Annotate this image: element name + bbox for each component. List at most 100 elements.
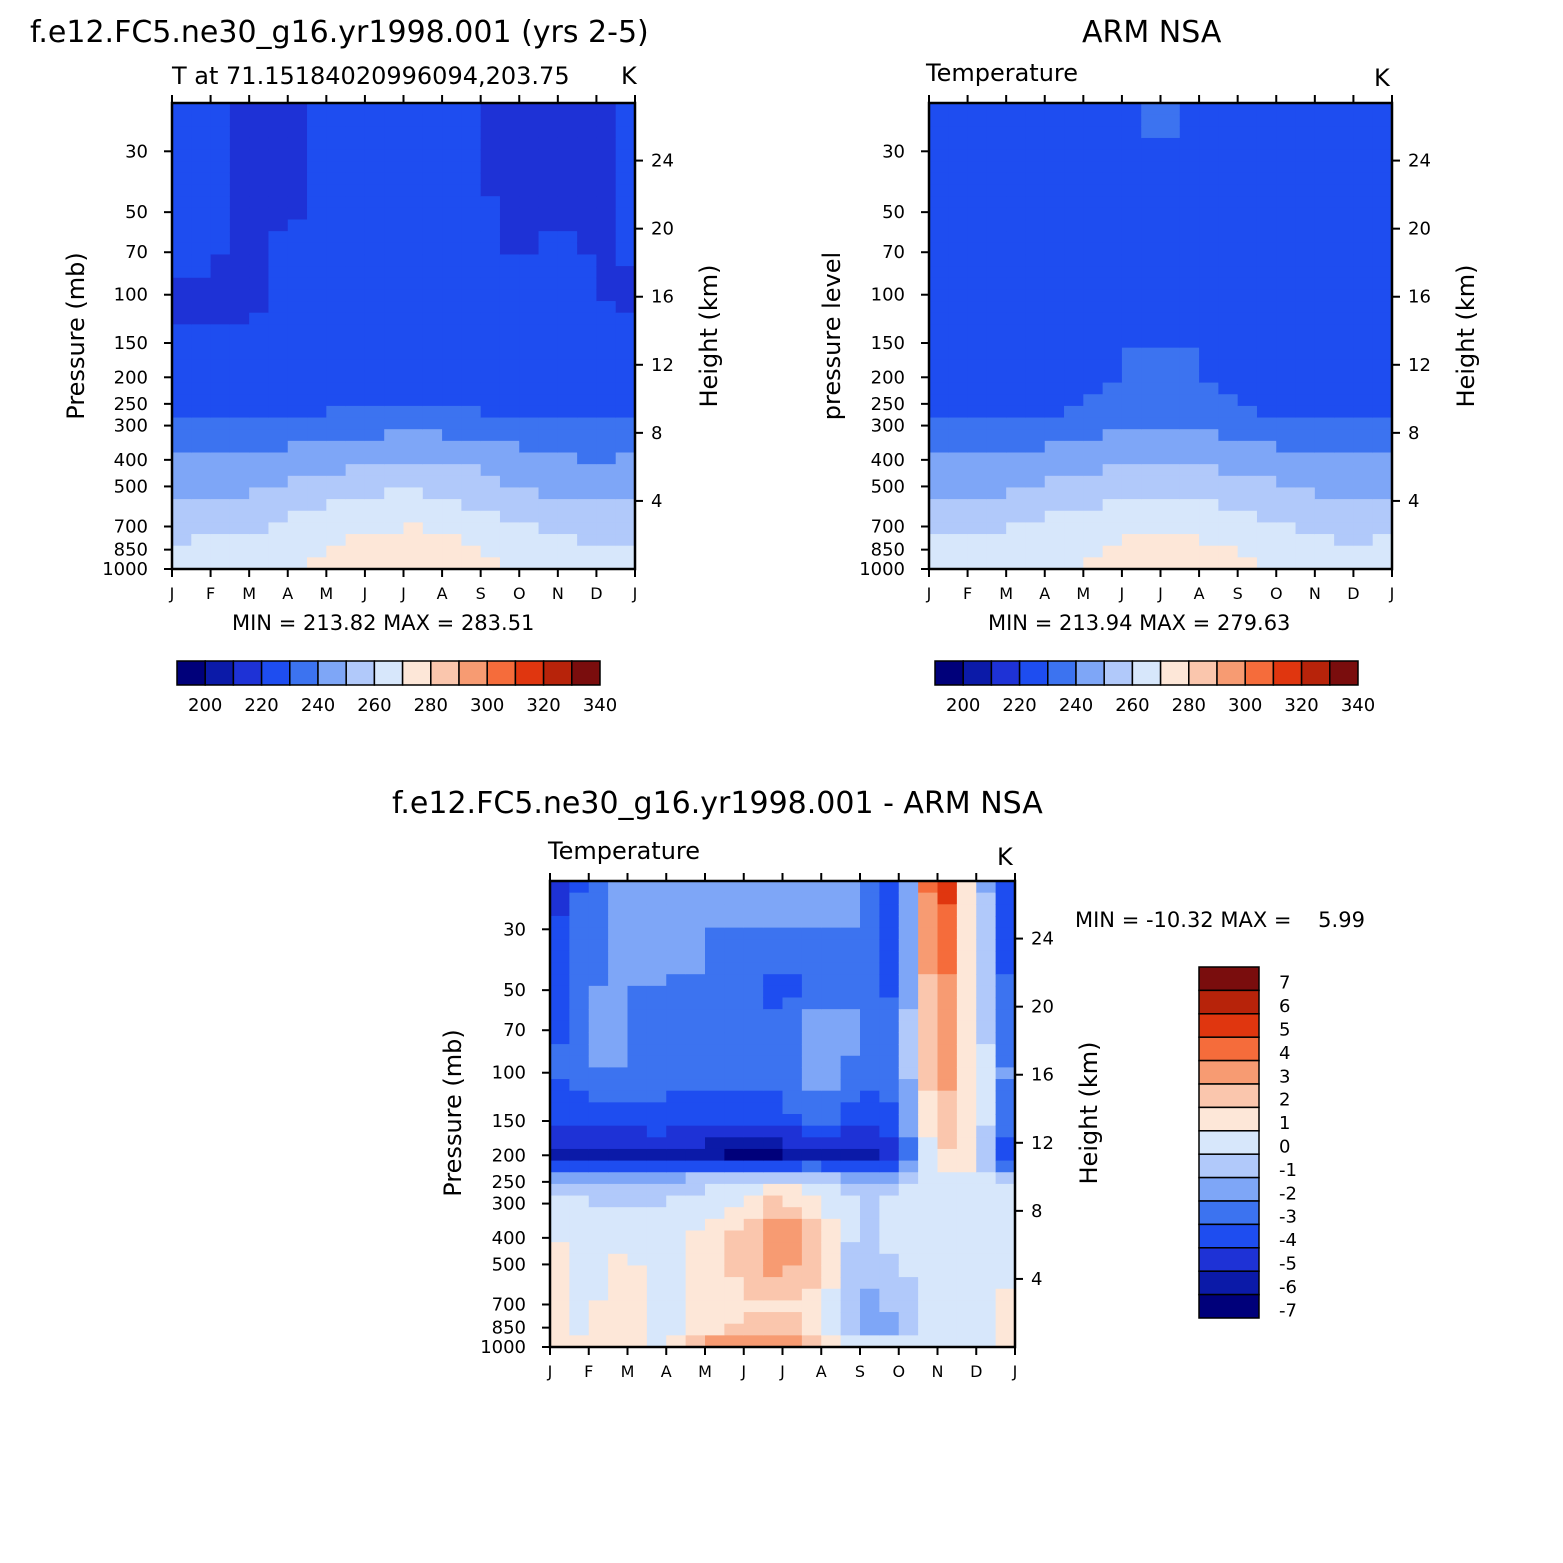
contour-cell — [1102, 149, 1123, 162]
contour-cell — [879, 1300, 900, 1313]
colorbar-label: 320 — [526, 695, 560, 716]
contour-cell — [879, 927, 900, 940]
contour-cell — [1121, 301, 1142, 314]
contour-cell — [821, 1114, 842, 1127]
contour-cell — [705, 1020, 725, 1034]
contour-cell — [782, 1114, 803, 1127]
contour-cell — [577, 487, 598, 500]
contour-cell — [550, 1265, 570, 1278]
contour-cell — [249, 522, 270, 535]
contour-cell — [705, 927, 725, 940]
contour-cell — [422, 405, 443, 419]
contour-cell — [480, 114, 501, 127]
contour-cell — [538, 440, 559, 454]
contour-cell — [929, 137, 949, 151]
contour-cell — [1237, 289, 1258, 302]
contour-cell — [976, 1044, 997, 1057]
contour-cell — [210, 417, 231, 430]
contour-cell — [191, 429, 212, 442]
contour-cell — [1199, 499, 1219, 512]
contour-cell — [1064, 219, 1084, 232]
contour-cell — [384, 137, 405, 151]
contour-cell — [986, 464, 1007, 477]
contour-cell — [1237, 103, 1258, 116]
contour-cell — [229, 534, 250, 547]
contour-cell — [326, 312, 347, 325]
contour-cell — [557, 312, 578, 325]
diff-ylabel: Pressure (mb) — [439, 1029, 467, 1196]
contour-cell — [646, 1079, 667, 1092]
x-tick-label: N — [932, 1362, 944, 1381]
contour-cell — [229, 347, 250, 360]
contour-cell — [1353, 242, 1374, 256]
contour-cell — [557, 417, 578, 430]
contour-cell — [1160, 266, 1181, 279]
contour-cell — [1025, 301, 1046, 314]
contour-cell — [948, 301, 969, 314]
contour-cell — [422, 172, 443, 186]
contour-cell — [1025, 487, 1046, 500]
contour-cell — [442, 405, 462, 419]
contour-cell — [1295, 499, 1316, 512]
contour-cell — [705, 892, 725, 905]
contour-cell — [1237, 394, 1258, 407]
contour-cell — [918, 939, 939, 952]
contour-cell — [577, 207, 598, 221]
contour-cell — [976, 892, 997, 905]
contour-cell — [986, 487, 1007, 500]
contour-cell — [1179, 510, 1200, 523]
contour-cell — [995, 1277, 1015, 1290]
contour-cell — [403, 196, 424, 209]
contour-cell — [1237, 452, 1258, 465]
contour-cell — [646, 1172, 667, 1185]
contour-cell — [550, 1183, 570, 1197]
contour-cell — [1121, 522, 1142, 535]
contour-cell — [1314, 312, 1335, 325]
contour-cell — [763, 939, 784, 952]
contour-cell — [627, 1172, 648, 1185]
contour-cell — [646, 1009, 667, 1022]
contour-cell — [1314, 359, 1335, 372]
contour-cell — [210, 289, 231, 302]
contour-cell — [986, 347, 1007, 360]
contour-cell — [918, 1335, 939, 1347]
contour-cell — [995, 927, 1015, 940]
contour-cell — [763, 892, 784, 905]
contour-cell — [840, 1090, 861, 1103]
contour-cell — [801, 962, 822, 975]
contour-cell — [929, 266, 949, 279]
contour-cell — [840, 1020, 861, 1034]
contour-cell — [615, 534, 635, 547]
contour-cell — [879, 1160, 900, 1173]
contour-cell — [229, 242, 250, 256]
contour-cell — [287, 312, 308, 325]
contour-cell — [1353, 405, 1374, 419]
contour-cell — [550, 1207, 570, 1220]
contour-cell — [976, 1195, 997, 1208]
contour-cell — [403, 522, 424, 535]
contour-cell — [268, 231, 289, 244]
contour-cell — [538, 510, 559, 523]
colorbar-label: 1 — [1279, 1113, 1290, 1134]
contour-cell — [1141, 347, 1162, 360]
x-tick-label: A — [816, 1362, 827, 1381]
contour-cell — [1064, 545, 1084, 558]
contour-cell — [1083, 522, 1104, 535]
contour-cell — [1334, 464, 1355, 477]
contour-cell — [986, 557, 1007, 569]
contour-cell — [705, 974, 725, 987]
contour-cell — [287, 207, 308, 221]
contour-cell — [1025, 207, 1046, 221]
contour-cell — [326, 219, 347, 232]
contour-cell — [1199, 557, 1219, 569]
contour-cell — [287, 499, 308, 512]
contour-cell — [1314, 137, 1335, 151]
contour-cell — [249, 149, 270, 162]
contour-cell — [646, 1032, 667, 1045]
contour-cell — [326, 254, 347, 267]
contour-cell — [588, 1044, 609, 1057]
contour-cell — [1372, 382, 1392, 395]
contour-cell — [1083, 382, 1104, 395]
contour-cell — [1179, 126, 1200, 139]
